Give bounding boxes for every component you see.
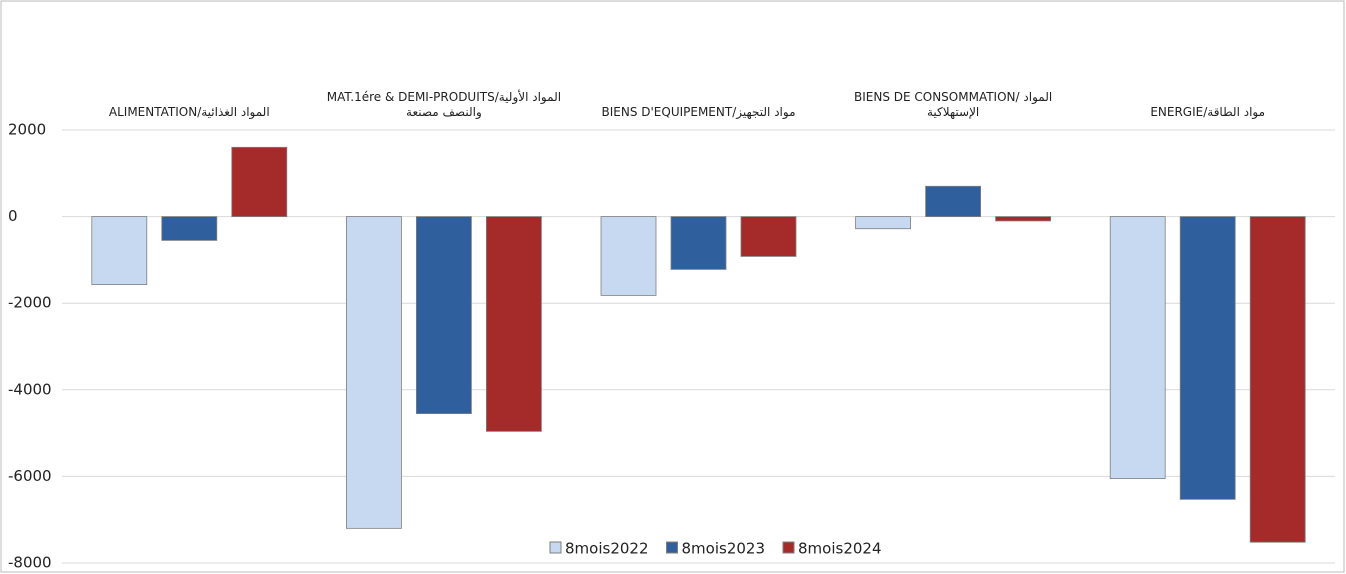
legend-swatch <box>666 541 678 554</box>
legend-label: 8mois2022 <box>565 540 649 558</box>
legend-label: 8mois2024 <box>798 540 882 558</box>
bar <box>91 216 148 285</box>
bar <box>670 216 727 270</box>
y-tick-label: -4000 <box>8 380 52 398</box>
category-label: MAT.1ére & DEMI-PRODUITS/المواد الأولية … <box>326 90 562 119</box>
bar <box>231 146 288 218</box>
bar <box>485 216 542 432</box>
legend-swatch <box>549 541 562 554</box>
y-tick-label: -2000 <box>8 294 52 312</box>
y-tick-label: -6000 <box>8 467 52 485</box>
y-tick-label: 2000 <box>8 121 46 139</box>
bar <box>345 216 402 529</box>
bar <box>925 185 981 217</box>
category-label: BIENS D'EQUIPEMENT/مواد التجهيز <box>601 105 796 119</box>
legend-label: 8mois2023 <box>682 540 766 558</box>
y-tick-label: 0 <box>8 207 18 225</box>
bar <box>600 216 657 296</box>
bar <box>1179 216 1236 500</box>
bar <box>415 216 472 415</box>
category-label: ALIMENTATION/المواد الغذائية <box>108 105 270 119</box>
bar <box>1249 216 1306 543</box>
bar <box>995 216 1051 222</box>
bar <box>740 216 797 257</box>
category-label: BIENS DE CONSOMMATION/ المواد الإستهلاكي… <box>853 90 1053 119</box>
bar <box>855 216 911 230</box>
bar <box>161 216 218 241</box>
category-label: ENERGIE/مواد الطاقة <box>1150 105 1266 119</box>
legend-swatch <box>782 541 795 554</box>
bar <box>1109 216 1166 479</box>
y-tick-label: -8000 <box>8 554 52 572</box>
